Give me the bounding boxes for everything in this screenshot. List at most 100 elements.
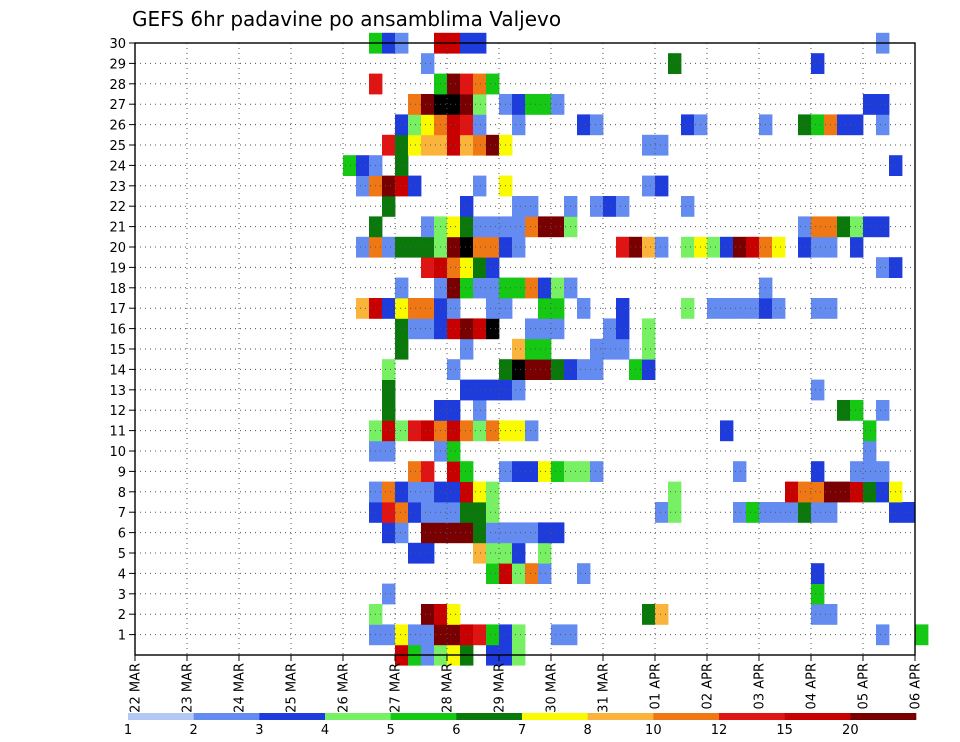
heatmap-cell — [460, 134, 474, 156]
heatmap-cell — [382, 583, 396, 605]
heatmap-cell — [876, 216, 890, 238]
heatmap-cell — [421, 134, 435, 156]
heatmap-cell — [473, 481, 487, 503]
heatmap-cell — [395, 624, 409, 646]
heatmap-cell — [473, 216, 487, 238]
heatmap-cell — [590, 114, 604, 136]
y-tick-label: 22 — [109, 200, 126, 215]
heatmap-cell — [512, 359, 526, 380]
heatmap-cell — [642, 604, 656, 625]
heatmap-cell — [590, 338, 604, 360]
heatmap-cell — [395, 338, 409, 360]
y-axis: 1234567891011121314151617181920212223242… — [109, 37, 135, 644]
x-tick-label: 22 MAR — [129, 663, 144, 713]
x-tick-label: 29 MAR — [493, 663, 508, 713]
heatmap-cell — [421, 318, 435, 340]
y-tick-label: 9 — [118, 465, 126, 480]
y-tick-label: 16 — [109, 323, 126, 338]
heatmap-cell — [447, 318, 461, 340]
heatmap-cell — [577, 563, 591, 584]
y-tick-label: 24 — [109, 159, 126, 174]
heatmap-cell — [486, 277, 500, 299]
x-tick-label: 06 APR — [909, 663, 924, 709]
heatmap-cell — [473, 73, 487, 95]
heatmap-cell — [538, 94, 552, 115]
colorbar-swatch — [653, 713, 720, 720]
colorbar-swatch — [390, 713, 457, 720]
heatmap-cell — [447, 134, 461, 156]
heatmap-cell — [655, 502, 669, 523]
x-tick-label: 03 APR — [753, 663, 768, 709]
heatmap-cell — [447, 73, 461, 95]
heatmap-cell — [473, 624, 487, 646]
heatmap-cell — [733, 298, 747, 319]
heatmap-cell — [876, 114, 890, 136]
heatmap-cell — [395, 481, 409, 503]
heatmap-cell — [512, 461, 526, 482]
heatmap-cell — [811, 298, 825, 319]
heatmap-cell — [382, 400, 396, 421]
y-tick-label: 10 — [109, 445, 126, 460]
heatmap-cell — [460, 522, 474, 544]
heatmap-cell — [395, 502, 409, 523]
heatmap-cell — [538, 318, 552, 340]
colorbar-swatch — [522, 713, 588, 720]
heatmap-cell — [551, 624, 565, 646]
heatmap-cell — [733, 502, 747, 523]
heatmap-cell — [356, 298, 370, 319]
heatmap-cell — [577, 461, 591, 482]
heatmap-cell — [837, 400, 851, 421]
heatmap-cell — [382, 379, 396, 401]
colorbar-label: 5 — [387, 723, 395, 738]
heatmap-cell — [538, 542, 552, 564]
heatmap-cell — [837, 114, 851, 136]
heatmap-cell — [460, 502, 474, 523]
heatmap-cell — [486, 379, 500, 401]
heatmap-cell — [408, 624, 422, 646]
heatmap-cell — [395, 236, 409, 258]
heatmap-cell — [720, 236, 734, 258]
y-tick-label: 2 — [118, 608, 126, 623]
y-tick-label: 3 — [118, 588, 126, 603]
heatmap-cell — [473, 257, 487, 278]
colorbar-swatch — [784, 713, 851, 720]
heatmap-cell — [486, 420, 500, 442]
heatmap-cell — [746, 298, 760, 319]
heatmap-cell — [538, 522, 552, 544]
heatmap-cell — [382, 624, 396, 646]
heatmap-cell — [681, 236, 695, 258]
heatmap-cell — [382, 134, 396, 156]
heatmap-cell — [863, 481, 877, 503]
heatmap-cell — [421, 522, 435, 544]
heatmap-cell — [382, 522, 396, 544]
heatmap-cell — [382, 502, 396, 523]
colorbar: 1 2 3 4 5 6 7 8 10 12 15 20 — [124, 713, 917, 738]
heatmap-cell — [395, 318, 409, 340]
heatmap-cell — [811, 481, 825, 503]
heatmap-cell — [616, 338, 630, 360]
heatmap-cell — [525, 420, 539, 442]
heatmap-cell — [512, 542, 526, 564]
heatmap-cell — [486, 216, 500, 238]
heatmap-cell — [616, 236, 630, 258]
heatmap-cell — [395, 522, 409, 544]
heatmap-cell — [551, 94, 565, 115]
colorbar-label: 10 — [645, 723, 662, 738]
heatmap-cell — [798, 216, 812, 238]
heatmap-cell — [473, 542, 487, 564]
heatmap-cell — [720, 298, 734, 319]
y-tick-label: 25 — [109, 139, 126, 154]
heatmap-cell — [811, 461, 825, 482]
heatmap-cell — [447, 420, 461, 442]
heatmap-cell — [512, 216, 526, 238]
heatmap-cell — [863, 216, 877, 238]
heatmap-cell — [447, 461, 461, 482]
heatmap-cell — [876, 624, 890, 646]
y-tick-label: 18 — [109, 282, 126, 297]
heatmap-cell — [915, 624, 929, 646]
heatmap-cell — [473, 522, 487, 544]
heatmap-cell — [447, 359, 461, 380]
heatmap-cell — [421, 257, 435, 278]
heatmap-cell — [486, 502, 500, 523]
heatmap-cell — [395, 134, 409, 156]
